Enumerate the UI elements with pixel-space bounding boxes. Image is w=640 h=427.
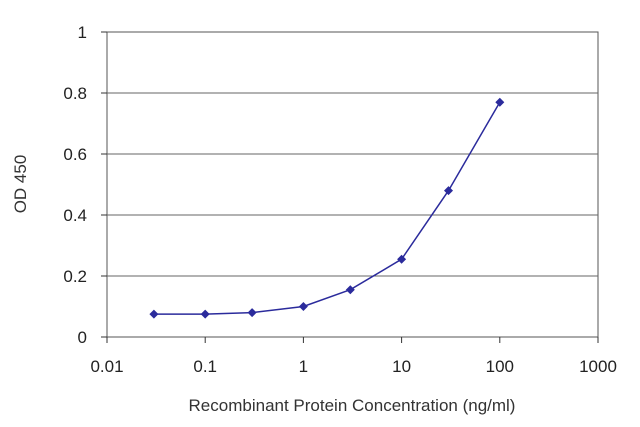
x-tick-label: 1000 [579, 357, 617, 376]
grid-lines [107, 92, 598, 277]
y-tick-label: 0.2 [63, 267, 87, 286]
x-tick-label: 1 [299, 357, 308, 376]
y-tick-label: 1 [78, 23, 87, 42]
y-tick-label: 0.8 [63, 84, 87, 103]
data-point [345, 285, 355, 295]
x-tick-label: 100 [486, 357, 514, 376]
data-point [200, 309, 210, 319]
y-axis: 0 0.2 0.4 0.6 0.8 1 [63, 23, 107, 347]
x-tick-label: 0.01 [90, 357, 123, 376]
plot-area [106, 31, 599, 338]
y-tick-label: 0.4 [63, 206, 87, 225]
data-point [247, 308, 257, 318]
data-point [149, 309, 159, 319]
y-tick-label: 0.6 [63, 145, 87, 164]
data-point [444, 186, 453, 196]
series-line [153, 101, 501, 315]
y-tick-label: 0 [78, 328, 87, 347]
y-axis-title: OD 450 [11, 155, 30, 214]
data-point [495, 97, 505, 107]
x-axis: 0.01 0.1 1 10 100 1000 [90, 337, 617, 376]
x-axis-title: Recombinant Protein Concentration (ng/ml… [189, 396, 516, 415]
x-tick-label: 10 [392, 357, 411, 376]
data-points [149, 97, 505, 319]
data-point [397, 254, 407, 264]
x-tick-label: 0.1 [193, 357, 217, 376]
data-point [298, 302, 308, 311]
